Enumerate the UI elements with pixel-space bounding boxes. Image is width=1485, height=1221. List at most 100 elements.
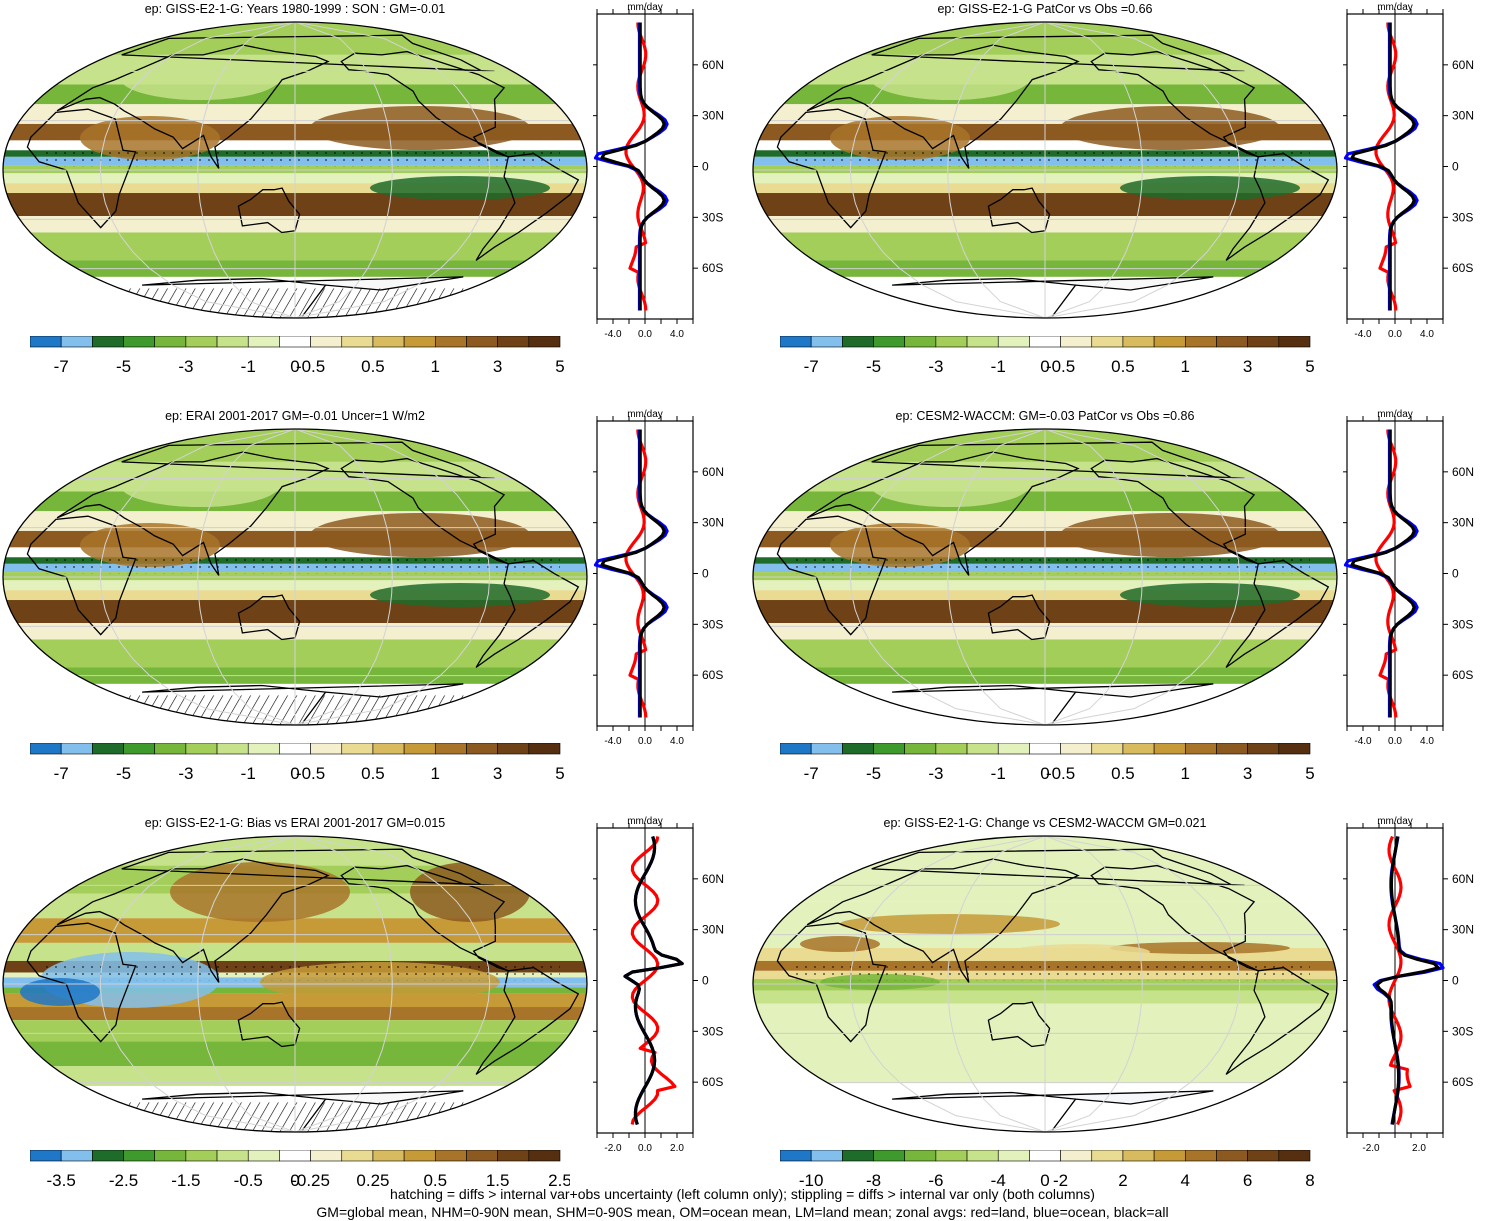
- zonal-x-tick-label: 0.0: [1388, 736, 1402, 747]
- colorbar-swatch: [247, 743, 280, 755]
- colorbar: -7-5-3-1-0.500.51357: [780, 743, 1315, 783]
- colorbar-swatch: [997, 743, 1030, 755]
- zonal-unit-label: mm/day: [627, 2, 663, 13]
- colorbar-swatch: [997, 336, 1030, 348]
- panel-6: ep: GISS-E2-1-G: Change vs CESM2-WACCM G…: [750, 814, 1485, 1219]
- lat-tick-label: 30S: [1452, 617, 1473, 631]
- colorbar-swatch: [279, 336, 311, 348]
- colorbar-label: -0.5: [1046, 357, 1075, 376]
- map: [2, 21, 588, 319]
- colorbar-swatch: [904, 743, 937, 755]
- zonal-all-line: [600, 429, 666, 718]
- panel-2: ep: GISS-E2-1-G PatCor vs Obs =0.66 mm/da…: [750, 0, 1485, 405]
- lat-tick-label: 60S: [702, 261, 723, 275]
- colorbar-swatch: [873, 743, 906, 755]
- lat-tick-label: 30N: [702, 923, 724, 937]
- lat-tick-label: 30S: [1452, 210, 1473, 224]
- colorbar-swatch: [1091, 1150, 1124, 1162]
- zonal-unit-label: mm/day: [627, 409, 663, 420]
- zonal-x-tick-label: 4.0: [1420, 736, 1434, 747]
- lat-tick-label: 30S: [702, 210, 723, 224]
- colorbar-label: -5: [866, 357, 881, 376]
- map: [752, 428, 1338, 726]
- colorbar-label: 6: [1243, 1171, 1252, 1190]
- colorbar-swatch: [279, 1150, 311, 1162]
- colorbar-swatch: [92, 1150, 124, 1162]
- colorbar-label: 3: [1243, 357, 1252, 376]
- colorbar-label: -7: [804, 357, 819, 376]
- colorbar-label: -0.5: [234, 1171, 263, 1190]
- colorbar-label: -10: [799, 1171, 824, 1190]
- colorbar-swatch: [403, 336, 436, 348]
- lat-tick-label: 0: [702, 160, 709, 174]
- colorbar-swatch: [372, 743, 405, 755]
- zonal-x-tick-label: 2.0: [670, 1143, 684, 1154]
- colorbar-swatch: [966, 1150, 999, 1162]
- colorbar-swatch: [810, 1150, 843, 1162]
- zonal-unit-label: mm/day: [1377, 816, 1413, 827]
- colorbar-label: -6: [928, 1171, 943, 1190]
- colorbar-swatch: [1216, 743, 1248, 755]
- colorbar-label: 5: [555, 357, 564, 376]
- panel-title: ep: ERAI 2001-2017 GM=-0.01 Uncer=1 W/m2: [165, 409, 425, 423]
- zonal-x-tick-label: -2.0: [604, 1143, 622, 1154]
- colorbar-swatch: [1091, 743, 1124, 755]
- zonal-mean-plot: mm/day 60N 30N 0 30S 60S -4.0 0.0 4.0: [1343, 2, 1474, 340]
- colorbar-swatch: [1153, 336, 1186, 348]
- colorbar-swatch: [466, 743, 498, 755]
- colorbar-label: 0: [1040, 357, 1049, 376]
- lat-tick-label: 60N: [702, 58, 724, 72]
- colorbar-swatch: [528, 1150, 561, 1162]
- lat-tick-label: 60S: [702, 1075, 723, 1089]
- lat-tick-label: 30N: [702, 109, 724, 123]
- colorbar-swatch: [279, 743, 311, 755]
- colorbar-label: -7: [54, 357, 69, 376]
- zonal-x-tick-label: 4.0: [670, 736, 684, 747]
- map-field: [753, 429, 1337, 725]
- colorbar-label: -3: [928, 764, 943, 783]
- colorbar-label: 0.5: [1111, 357, 1135, 376]
- colorbar-label: -3.5: [47, 1171, 76, 1190]
- colorbar-swatch: [1184, 336, 1217, 348]
- colorbar-label: -3: [178, 764, 193, 783]
- lat-tick-label: 30S: [1452, 1024, 1473, 1038]
- zonal-x-tick-label: 4.0: [1420, 329, 1434, 340]
- map-field: [753, 836, 1337, 1132]
- panel-3: ep: ERAI 2001-2017 GM=-0.01 Uncer=1 W/m2…: [0, 407, 740, 812]
- colorbar-swatch: [842, 743, 874, 755]
- colorbar-label: -7: [804, 764, 819, 783]
- colorbar-swatch: [904, 336, 937, 348]
- colorbar-swatch: [497, 743, 530, 755]
- colorbar-swatch: [30, 1150, 62, 1162]
- colorbar-swatch: [497, 336, 530, 348]
- footer-line-1: hatching = diffs > internal var+obs unce…: [390, 1186, 1095, 1202]
- colorbar-label: 1: [1181, 357, 1190, 376]
- colorbar-label: 5: [1305, 764, 1314, 783]
- colorbar-swatch: [966, 336, 999, 348]
- colorbar-swatch: [341, 743, 374, 755]
- colorbar-swatch: [123, 336, 156, 348]
- colorbar-label: -1: [991, 357, 1006, 376]
- lat-tick-label: 60N: [702, 465, 724, 479]
- colorbar-label: -1: [241, 764, 256, 783]
- colorbar-label: 2.5: [548, 1171, 570, 1190]
- zonal-x-tick-label: 0.0: [638, 329, 652, 340]
- colorbar-swatch: [372, 1150, 405, 1162]
- lat-tick-label: 30N: [702, 516, 724, 530]
- colorbar-label: 0.5: [361, 357, 385, 376]
- lat-tick-label: 60S: [1452, 668, 1473, 682]
- colorbar: -7-5-3-1-0.500.51357: [30, 743, 565, 783]
- colorbar-label: -5: [116, 357, 131, 376]
- colorbar-swatch: [1184, 1150, 1217, 1162]
- zonal-x-tick-label: -4.0: [604, 736, 622, 747]
- map: [752, 835, 1338, 1133]
- colorbar-label: 3: [493, 357, 502, 376]
- colorbar-swatch: [1278, 336, 1311, 348]
- colorbar-swatch: [935, 743, 968, 755]
- colorbar-label: -0.5: [1046, 764, 1075, 783]
- zonal-mean-plot: mm/day 60N 30N 0 30S 60S -4.0 0.0 4.0: [593, 2, 724, 340]
- colorbar-label: 5: [1305, 357, 1314, 376]
- lat-tick-label: 0: [1452, 567, 1459, 581]
- zonal-mean-plot: mm/day 60N 30N 0 30S 60S -2.0 0.0 2.0: [593, 816, 724, 1154]
